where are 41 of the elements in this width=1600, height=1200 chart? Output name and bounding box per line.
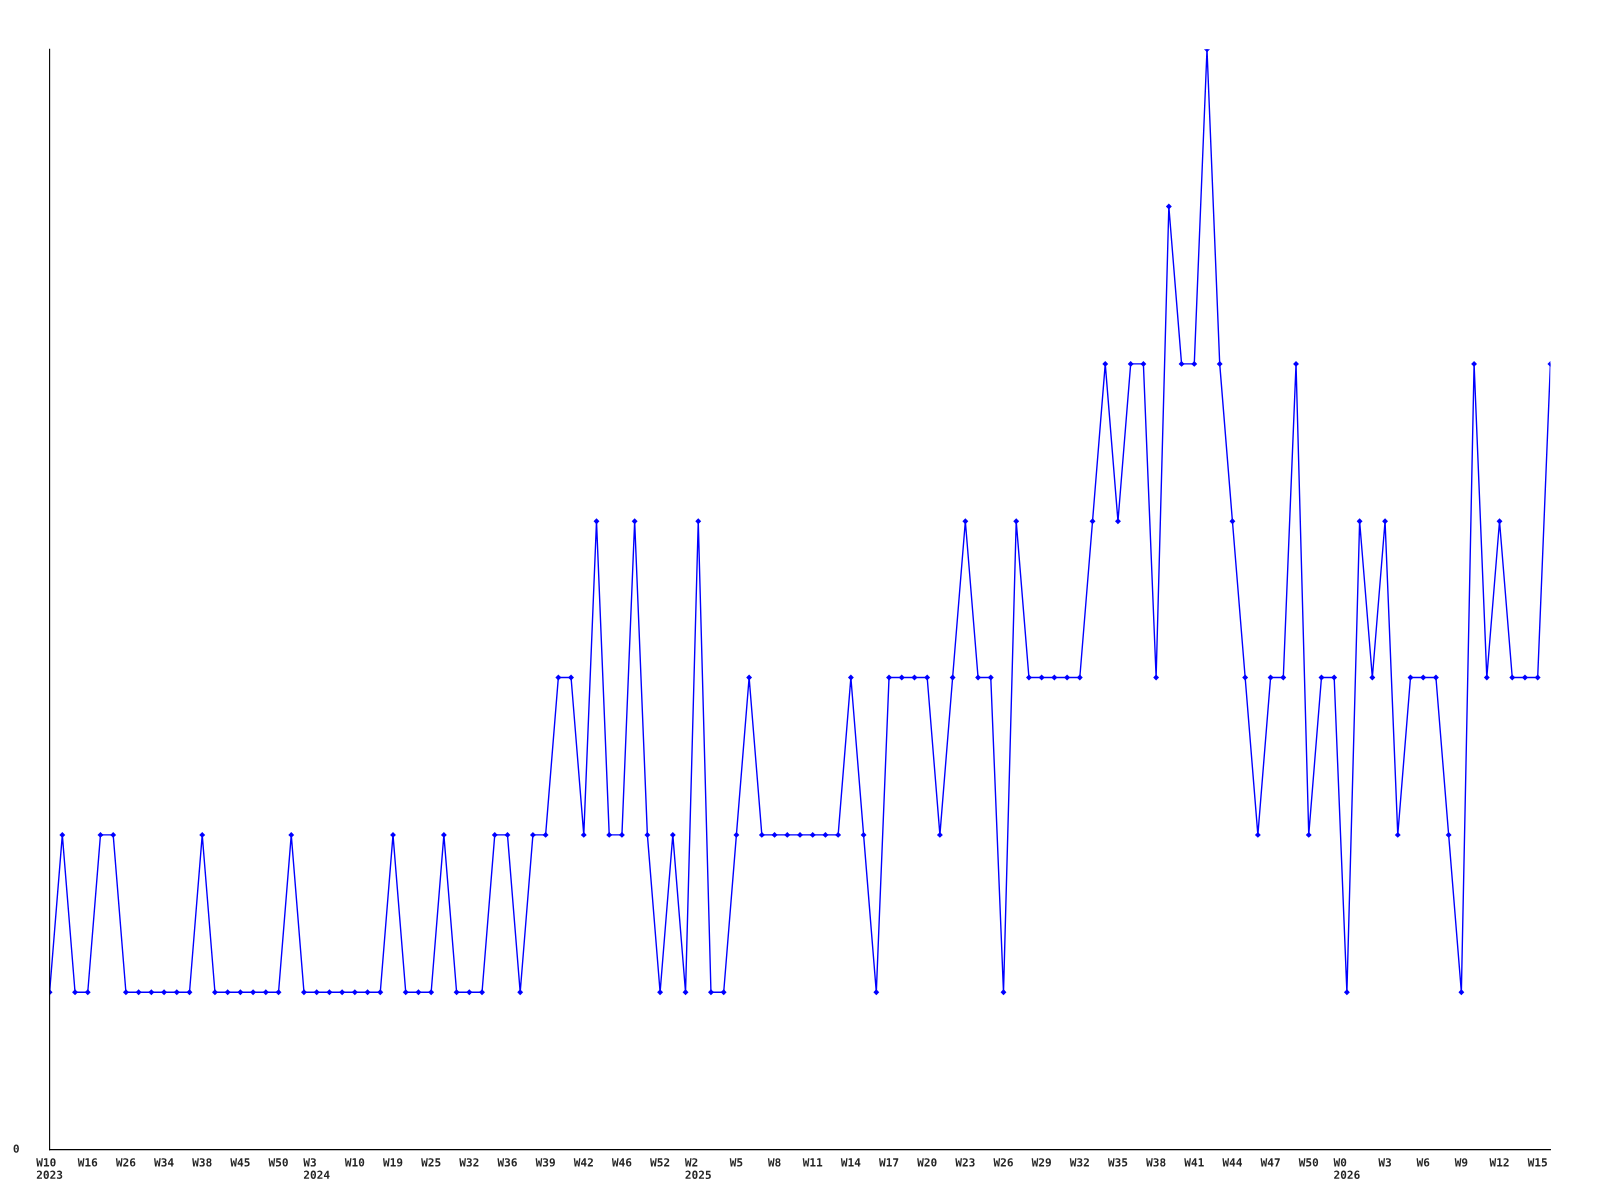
x-tick-label: W5 — [729, 1158, 743, 1167]
x-tick-label: W11 — [802, 1158, 823, 1167]
x-tick-label: W36 — [497, 1158, 517, 1167]
x-tick-label: W15 — [1527, 1158, 1547, 1167]
x-tick-label: W41 — [1184, 1158, 1204, 1167]
x-tick-label: W47 — [1260, 1158, 1280, 1167]
x-tick-label: W32 — [1069, 1158, 1089, 1167]
x-tick-label: W17 — [879, 1158, 899, 1167]
x-tick-label: W42 — [573, 1158, 593, 1167]
x-tick-label: W16 — [77, 1158, 98, 1167]
x-tick-label: W14 — [840, 1158, 861, 1167]
x-tick-label: W35 — [1107, 1158, 1128, 1167]
x-tick-label: W32 — [459, 1158, 479, 1167]
x-tick-label: W45 — [230, 1158, 250, 1167]
x-tick-label: W38 — [192, 1158, 212, 1167]
x-tick-label: W19 — [382, 1158, 403, 1167]
x-tick-label: W20 — [917, 1158, 937, 1167]
x-tick-label: W23 — [955, 1158, 975, 1167]
x-tick-label: W2 2025 — [684, 1158, 711, 1179]
x-tick-label: W50 — [268, 1158, 288, 1167]
x-tick-label: W26 — [115, 1158, 136, 1167]
x-tick-label: W50 — [1298, 1158, 1319, 1167]
x-tick-label: W0 2026 — [1333, 1158, 1360, 1179]
x-tick-label: W39 — [535, 1158, 555, 1167]
x-tick-label: W46 — [611, 1158, 632, 1167]
x-tick-label: W12 — [1489, 1158, 1509, 1167]
x-tick-label: W34 — [154, 1158, 174, 1167]
x-tick-label: W8 — [767, 1158, 781, 1167]
x-tick-label: W3 — [1378, 1158, 1392, 1167]
text: 0 — [13, 1144, 19, 1153]
x-tick-label: W10 — [344, 1158, 365, 1167]
x-tick-label: W3 2024 — [303, 1158, 330, 1179]
x-tick-label: W38 — [1146, 1158, 1166, 1167]
x-tick-label: W29 — [1031, 1158, 1051, 1167]
x-tick-label: W6 — [1416, 1158, 1430, 1167]
x-tick-label: W52 — [650, 1158, 670, 1167]
x-tick-label: W25 — [421, 1158, 441, 1167]
x-tick-label: W26 — [993, 1158, 1013, 1167]
x-tick-label: W9 — [1454, 1158, 1468, 1167]
x-tick-label: W44 — [1222, 1158, 1242, 1167]
x-tick-label: W10 2023 — [36, 1158, 63, 1179]
